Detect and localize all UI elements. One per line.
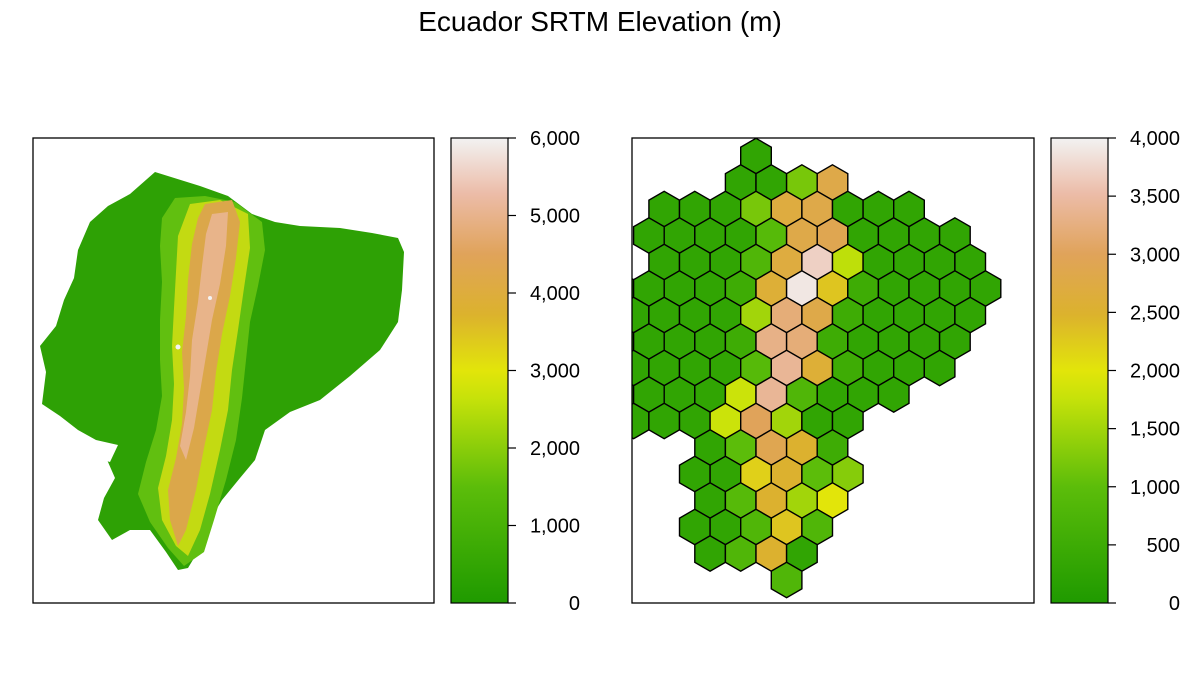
right-legend-tick-label: 0 bbox=[1169, 593, 1180, 615]
right-color-legend: 0 500 1,000 1,500 2,000 2,500 3,000 3,500 4,000 bbox=[1050, 128, 1180, 615]
left-legend-tick-label: 2,000 bbox=[530, 438, 580, 460]
left-legend-tick-label: 1,000 bbox=[530, 516, 580, 538]
right-legend-ticks: 0 500 1,000 1,500 2,000 2,500 3,000 3,500 4,000 bbox=[1108, 128, 1180, 615]
left-legend-bar bbox=[450, 137, 509, 604]
hex-cell bbox=[632, 330, 635, 353]
right-legend-tick-label: 2,500 bbox=[1130, 302, 1180, 324]
hex-cell bbox=[923, 349, 956, 387]
hexbin-elevation-map bbox=[632, 138, 1002, 599]
right-legend-tick-label: 3,000 bbox=[1130, 244, 1180, 266]
right-legend-tick-label: 1,000 bbox=[1130, 477, 1180, 499]
right-legend-bar bbox=[1050, 137, 1109, 604]
hex-cell bbox=[632, 383, 635, 406]
hex-cell bbox=[877, 375, 910, 414]
left-legend-ticks: 0 1,000 2,000 3,000 4,000 5,000 6,000 bbox=[508, 128, 580, 615]
left-legend-tick-label: 0 bbox=[569, 593, 580, 615]
left-legend-tick-label: 3,000 bbox=[530, 361, 580, 383]
right-legend-tick-label: 3,500 bbox=[1130, 186, 1180, 208]
right-map-frame bbox=[631, 137, 1035, 604]
right-legend-tick-label: 500 bbox=[1147, 535, 1180, 557]
right-legend-tick-label: 1,500 bbox=[1130, 419, 1180, 441]
figure-title: Ecuador SRTM Elevation (m) bbox=[418, 6, 782, 37]
right-legend-tick-label: 2,000 bbox=[1130, 361, 1180, 383]
elevation-raster-map bbox=[40, 172, 404, 570]
summit-marker bbox=[175, 344, 181, 350]
left-legend-tick-label: 6,000 bbox=[530, 128, 580, 150]
coastal-inlet bbox=[96, 440, 118, 462]
right-legend-tick-label: 4,000 bbox=[1130, 128, 1180, 150]
hex-cell bbox=[770, 561, 803, 599]
left-legend-tick-label: 5,000 bbox=[530, 206, 580, 228]
peak-region bbox=[180, 212, 228, 460]
left-color-legend: 0 1,000 2,000 3,000 4,000 5,000 6,000 bbox=[450, 128, 580, 615]
left-map-frame bbox=[32, 137, 435, 604]
summit-marker bbox=[208, 296, 212, 300]
hex-cell bbox=[632, 277, 635, 300]
left-legend-tick-label: 4,000 bbox=[530, 283, 580, 305]
